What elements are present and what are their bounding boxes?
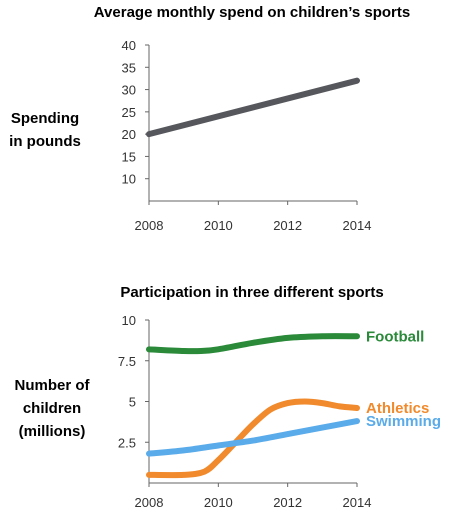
chart2-y-tick-label: 10 [122,313,136,328]
chart2-ylabel-line3: (millions) [19,423,86,440]
chart2-y-tick-label: 5 [129,395,136,410]
chart1-y-tick-label: 25 [122,105,136,120]
chart2-ylabel-line1: Number of [15,377,91,394]
chart2-x-tick-label: 2008 [135,495,164,510]
chart1-x-tick-label: 2012 [273,218,302,233]
chart2-legend-swimming: Swimming [366,413,441,430]
chart2-y-tick-label: 2.5 [118,435,136,450]
chart2-plot: 2.5 5 7.5 10 2008 2010 2012 2014 Football Athleti… [118,313,441,510]
chart1-y-tick-label: 20 [122,127,136,142]
chart1-line-series [146,77,360,138]
chart1-y-tick-label: 35 [122,60,136,75]
chart2-title: Participation in three different sports [120,284,383,301]
chart1-y-tick-label: 15 [122,149,136,164]
chart2-x-tick-label: 2012 [273,495,302,510]
chart1-y-tick-label: 10 [122,172,136,187]
chart2-ylabel-line2: children [23,400,81,417]
chart1-x-tick-label: 2008 [135,218,164,233]
chart2-x-tick-label: 2014 [343,495,372,510]
chart1-ylabel-line1: Spending [11,110,79,127]
chart1-y-tick-label: 30 [122,83,136,98]
chart2-x-tick-label: 2010 [204,495,233,510]
chart2-line-athletics [146,398,360,479]
chart1-x-tick-label: 2014 [343,218,372,233]
chart1-plot: 10 15 20 25 30 35 40 2008 2010 2012 2014 [122,38,372,233]
chart2-line-football [146,333,360,355]
chart2-legend-football: Football [366,328,424,345]
chart1-title: Average monthly spend on children’s spor… [94,4,410,21]
chart1-x-tick-label: 2010 [204,218,233,233]
chart2-y-tick-label: 7.5 [118,354,136,369]
chart2-line-swimming [146,418,360,457]
chart2-legend-athletics: Athletics [366,400,429,417]
chart1-y-tick-label: 40 [122,38,136,53]
chart1-ylabel-line2: in pounds [9,133,81,150]
